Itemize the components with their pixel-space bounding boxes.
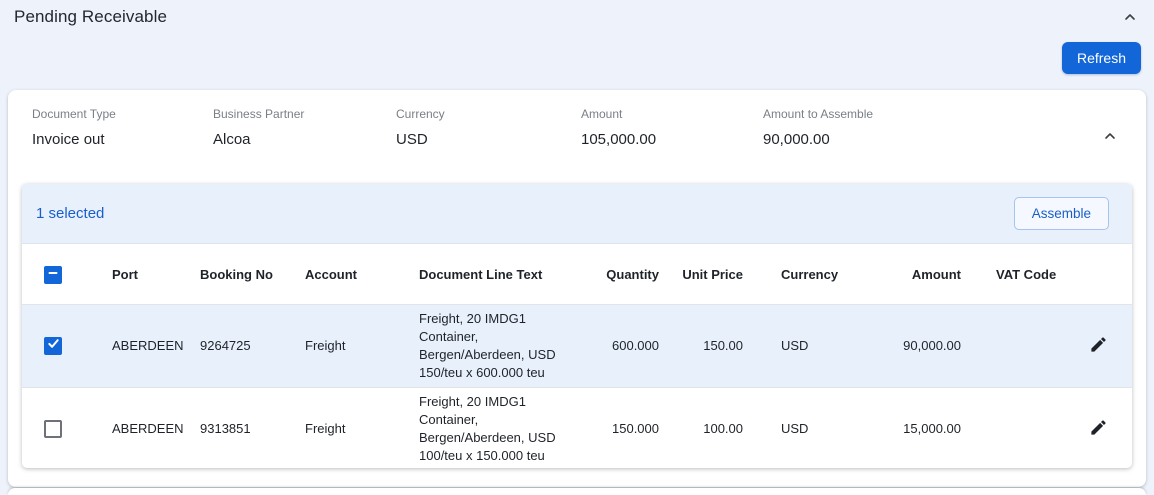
- column-header-quantity: Quantity: [575, 244, 667, 305]
- column-header-account: Account: [276, 244, 390, 305]
- selection-toolbar: 1 selected Assemble: [22, 184, 1132, 244]
- cell-account: Freight: [305, 337, 346, 353]
- column-header-amount: Amount: [843, 244, 989, 305]
- cell-port: ABERDEEN: [112, 337, 184, 353]
- section-collapse-button[interactable]: [1119, 7, 1141, 29]
- field-label: Amount to Assemble: [763, 107, 874, 121]
- cell-currency: USD: [751, 386, 843, 468]
- cell-amount: 15,000.00: [843, 386, 989, 468]
- row-checkbox-unchecked[interactable]: [44, 419, 62, 438]
- field-value: Alcoa: [213, 131, 251, 148]
- field-value: USD: [396, 131, 428, 148]
- summary-field-amount: Amount 105,000.00: [581, 107, 763, 148]
- summary-field-business-partner: Business Partner Alcoa: [213, 107, 396, 148]
- pending-receivable-card: Document Type Invoice out Business Partn…: [8, 90, 1146, 487]
- field-label: Amount: [581, 107, 623, 121]
- summary-field-currency: Currency USD: [396, 107, 581, 148]
- select-all-checkbox[interactable]: [44, 265, 62, 284]
- field-label: Currency: [396, 107, 445, 121]
- cell-line-text: Freight, 20 IMDG1 Container, Bergen/Aber…: [390, 386, 575, 468]
- cell-amount: 90,000.00: [903, 337, 961, 353]
- cell-account: Freight: [276, 386, 390, 468]
- cell-port: ABERDEEN: [84, 386, 184, 468]
- cell-booking-no: 9313851: [172, 386, 276, 468]
- refresh-button[interactable]: Refresh: [1061, 42, 1141, 74]
- checkmark-icon: [47, 337, 60, 355]
- cell-vat-code: [989, 304, 1064, 387]
- column-header-port: Port: [84, 244, 172, 305]
- cell-quantity: 150.000: [575, 386, 667, 468]
- cell-line-text: Freight, 20 IMDG1 Container, Bergen/Aber…: [419, 310, 556, 380]
- chevron-up-icon: [1102, 128, 1118, 147]
- pencil-icon: [1089, 418, 1108, 440]
- summary-collapse-button[interactable]: [1098, 125, 1122, 149]
- table-header-row: Port Booking No Account Document Line Te…: [22, 244, 1132, 305]
- cell-currency: USD: [781, 337, 809, 353]
- field-value: 90,000.00: [763, 131, 830, 148]
- next-section-edge: [8, 488, 1146, 495]
- line-items-panel: 1 selected Assemble P: [22, 184, 1132, 468]
- page-title: Pending Receivable: [14, 7, 168, 26]
- cell-unit-price: 100.00: [667, 386, 751, 468]
- line-items-table: Port Booking No Account Document Line Te…: [22, 244, 1132, 468]
- field-value: Invoice out: [32, 131, 105, 148]
- field-value: 105,000.00: [581, 131, 657, 148]
- cell-unit-price: 150.00: [703, 337, 743, 353]
- column-header-unit-price: Unit Price: [667, 244, 751, 305]
- column-header-currency: Currency: [751, 244, 843, 305]
- column-header-booking: Booking No: [172, 244, 276, 305]
- field-label: Document Type: [32, 107, 116, 121]
- assemble-button[interactable]: Assemble: [1013, 197, 1109, 230]
- summary-field-amount-to-assemble: Amount to Assemble 90,000.00: [763, 107, 1098, 148]
- indeterminate-minus-icon: [47, 265, 59, 284]
- chevron-up-icon: [1122, 9, 1138, 28]
- summary-field-document-type: Document Type Invoice out: [32, 107, 213, 148]
- column-header-line-text: Document Line Text: [390, 244, 575, 305]
- edit-row-button[interactable]: [1084, 415, 1112, 443]
- table-row[interactable]: ABERDEEN 9313851 Freight Freight, 20 IMD…: [22, 386, 1132, 468]
- edit-row-button[interactable]: [1084, 332, 1112, 360]
- cell-vat-code: [989, 386, 1064, 468]
- cell-quantity: 600.000: [612, 337, 659, 353]
- summary-row: Document Type Invoice out Business Partn…: [8, 90, 1146, 184]
- field-label: Business Partner: [213, 107, 305, 121]
- page-header: Pending Receivable: [0, 0, 1154, 34]
- column-header-vat-code: VAT Code: [989, 244, 1064, 305]
- row-checkbox-checked[interactable]: [44, 336, 62, 355]
- pencil-icon: [1089, 335, 1108, 357]
- selection-status: 1 selected: [36, 205, 105, 222]
- table-row[interactable]: ABERDEEN 9264725 Freight Freight, 20 IMD…: [22, 304, 1132, 387]
- cell-booking-no: 9264725: [200, 337, 251, 353]
